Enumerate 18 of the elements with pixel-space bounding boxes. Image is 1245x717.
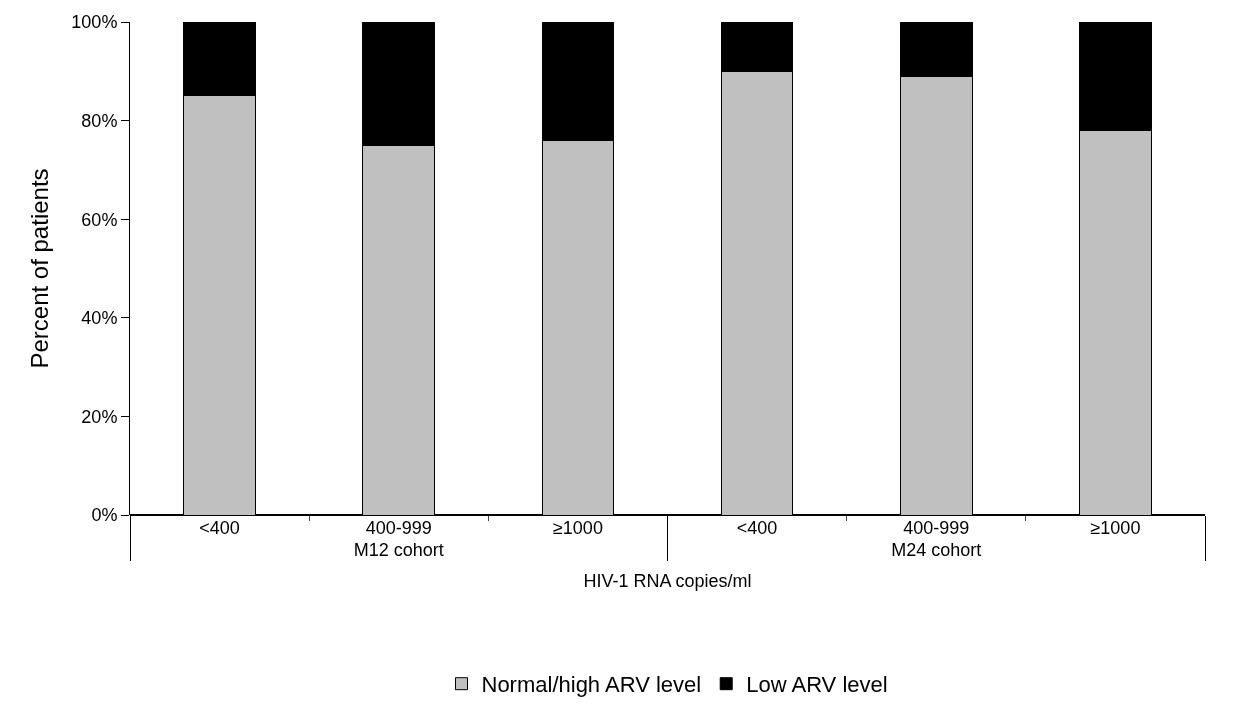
x-tick-label: 400-999 [365,518,432,538]
y-tick-label: 60% [81,209,118,230]
x-tick-label: ≥1000 [552,518,603,538]
y-tick-label: 20% [81,406,118,427]
text: M12 cohort [353,540,444,560]
y-tick-label: 40% [81,308,118,329]
y-tick-label: 0% [91,505,118,526]
x-axis-title: HIV-1 RNA copies/ml [583,571,752,592]
legend-label: Low ARV level [746,672,888,698]
x-tick-label: 400-999 [903,518,970,538]
x-tick-label: <400 [736,518,778,538]
y-tick-label: 80% [81,110,118,131]
legend-label: Normal/high ARV level [481,672,702,698]
x-tick-label: ≥1000 [1090,518,1141,538]
x-tick-label: <400 [199,518,240,538]
text: M24 cohort [891,540,982,560]
y-axis-title: Percent of patients [26,168,54,369]
y-tick-label: 100% [71,12,118,33]
